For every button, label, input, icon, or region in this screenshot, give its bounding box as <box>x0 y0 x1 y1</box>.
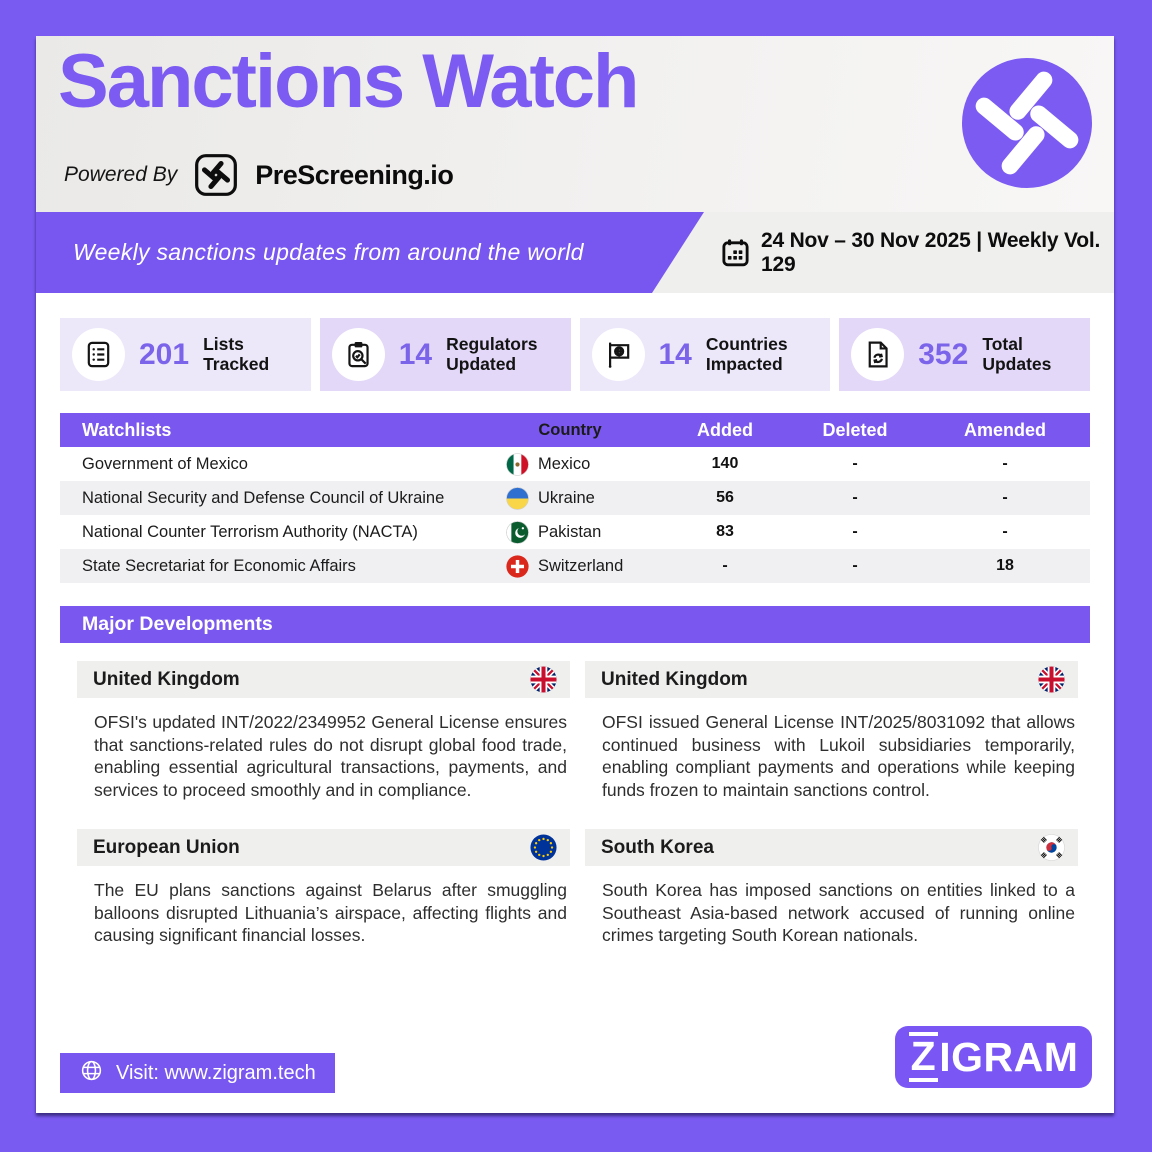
stat-value: 201 <box>139 337 190 371</box>
list-icon <box>72 328 125 381</box>
col-header-country: Country <box>538 420 602 439</box>
stat-value: 14 <box>658 337 692 371</box>
stat-total-updates: 352 Total Updates <box>839 318 1090 391</box>
table-header-row: Watchlists Country Added Deleted Amended <box>60 413 1090 447</box>
banner-date: 24 Nov – 30 Nov 2025 | Weekly Vol. 129 <box>761 228 1101 276</box>
stat-countries-impacted: 14 Countries Impacted <box>579 318 831 391</box>
zigram-logo-z: Z <box>908 1031 939 1083</box>
banner-date-row: 24 Nov – 30 Nov 2025 | Weekly Vol. 129 <box>720 212 1114 293</box>
development-card: United Kingdom OFSI's updated INT/2022/2… <box>77 661 570 801</box>
prescreening-brand: PreScreening.io <box>255 159 454 190</box>
flag-globe-icon <box>591 328 645 381</box>
zigram-logo-rest: IGRAM <box>939 1033 1079 1080</box>
south-korea-flag-icon <box>1038 834 1065 862</box>
country-name: Mexico <box>538 454 591 473</box>
banner-tagline: Weekly sanctions updates from around the… <box>73 239 584 265</box>
amended-count: 18 <box>996 557 1014 574</box>
powered-by-row: Powered By PreScreening.io <box>64 152 454 198</box>
eu-flag-icon <box>530 834 557 861</box>
added-count: - <box>722 557 728 574</box>
calendar-icon <box>720 237 751 268</box>
added-count: 140 <box>711 455 739 472</box>
card-country: South Korea <box>601 836 714 858</box>
major-developments-header: Major Developments <box>60 606 1090 643</box>
col-header-deleted: Deleted <box>822 419 888 440</box>
stats-row: 201 Lists Tracked 14 Regulators Updated <box>36 293 1114 391</box>
deleted-count: - <box>852 523 858 540</box>
visit-label: Visit: www.zigram.tech <box>116 1061 316 1084</box>
card-country: United Kingdom <box>601 668 748 690</box>
visit-link[interactable]: Visit: www.zigram.tech <box>60 1053 335 1093</box>
card-country: European Union <box>93 836 240 858</box>
header: Sanctions Watch Powered By PreScreening.… <box>36 36 1114 212</box>
page-title: Sanctions Watch <box>58 39 639 124</box>
deleted-count: - <box>852 557 858 574</box>
card-text: South Korea has imposed sanctions on ent… <box>602 880 1075 946</box>
watchlist-name: National Security and Defense Council of… <box>82 488 445 507</box>
pakistan-flag-icon <box>506 520 529 544</box>
country-name: Switzerland <box>538 556 624 575</box>
prescreening-logo-icon <box>193 152 239 198</box>
ukraine-flag-icon <box>506 486 529 510</box>
clipboard-search-icon <box>331 328 385 381</box>
pinwheel-logo-icon <box>962 58 1092 188</box>
deleted-count: - <box>852 489 858 506</box>
uk-flag-icon <box>530 666 557 693</box>
card-text: The EU plans sanctions against Belarus a… <box>94 880 567 946</box>
watchlist-name: State Secretariat for Economic Affairs <box>82 556 356 575</box>
table-row: Government of Mexico Mexico 140 - - <box>60 447 1090 481</box>
col-header-amended: Amended <box>963 419 1046 440</box>
stat-label: Countries Impacted <box>705 333 788 374</box>
development-card: United Kingdom OFSI issued General Licen… <box>585 661 1078 801</box>
amended-count: - <box>1002 489 1008 506</box>
stat-label: Total Updates <box>982 333 1052 374</box>
country-name: Pakistan <box>538 522 602 541</box>
country-name: Ukraine <box>538 488 595 507</box>
amended-count: - <box>1002 523 1008 540</box>
card-country: United Kingdom <box>93 668 240 690</box>
added-count: 83 <box>716 523 734 540</box>
stat-label: Lists Tracked <box>203 333 270 374</box>
stat-value: 14 <box>398 337 433 371</box>
zigram-logo: Z IGRAM <box>895 1026 1092 1088</box>
globe-icon <box>79 1058 104 1089</box>
watchlists-table: Watchlists Country Added Deleted Amended… <box>60 413 1090 583</box>
amended-count: - <box>1002 455 1008 472</box>
banner: Weekly sanctions updates from around the… <box>36 212 1114 293</box>
stat-value: 352 <box>918 337 969 371</box>
document-refresh-icon <box>851 328 905 381</box>
stat-lists-tracked: 201 Lists Tracked <box>60 318 311 391</box>
col-header-watchlists: Watchlists <box>82 419 172 440</box>
table-row: National Security and Defense Council of… <box>60 481 1090 515</box>
powered-by-label: Powered By <box>64 163 178 186</box>
table-row: State Secretariat for Economic Affairs S… <box>60 549 1090 583</box>
newsletter-page: Sanctions Watch Powered By PreScreening.… <box>36 36 1114 1113</box>
card-text: OFSI's updated INT/2022/2349952 General … <box>94 712 567 800</box>
added-count: 56 <box>716 489 734 506</box>
switzerland-flag-icon <box>506 554 529 578</box>
uk-flag-icon <box>1038 666 1065 693</box>
mexico-flag-icon <box>506 452 529 476</box>
stat-regulators-updated: 14 Regulators Updated <box>319 318 571 391</box>
banner-tagline-strip: Weekly sanctions updates from around the… <box>36 212 704 293</box>
development-card: European Union The EU plans sanctions ag… <box>77 829 570 947</box>
card-text: OFSI issued General License INT/2025/803… <box>602 712 1075 800</box>
major-developments-grid: United Kingdom OFSI's updated INT/2022/2… <box>77 661 1078 947</box>
watchlist-name: Government of Mexico <box>82 454 248 473</box>
table-row: National Counter Terrorism Authority (NA… <box>60 515 1090 549</box>
development-card: South Korea <box>585 829 1078 947</box>
col-header-added: Added <box>697 419 753 440</box>
watchlist-name: National Counter Terrorism Authority (NA… <box>82 522 418 541</box>
deleted-count: - <box>852 455 858 472</box>
stat-label: Regulators Updated <box>446 333 538 374</box>
